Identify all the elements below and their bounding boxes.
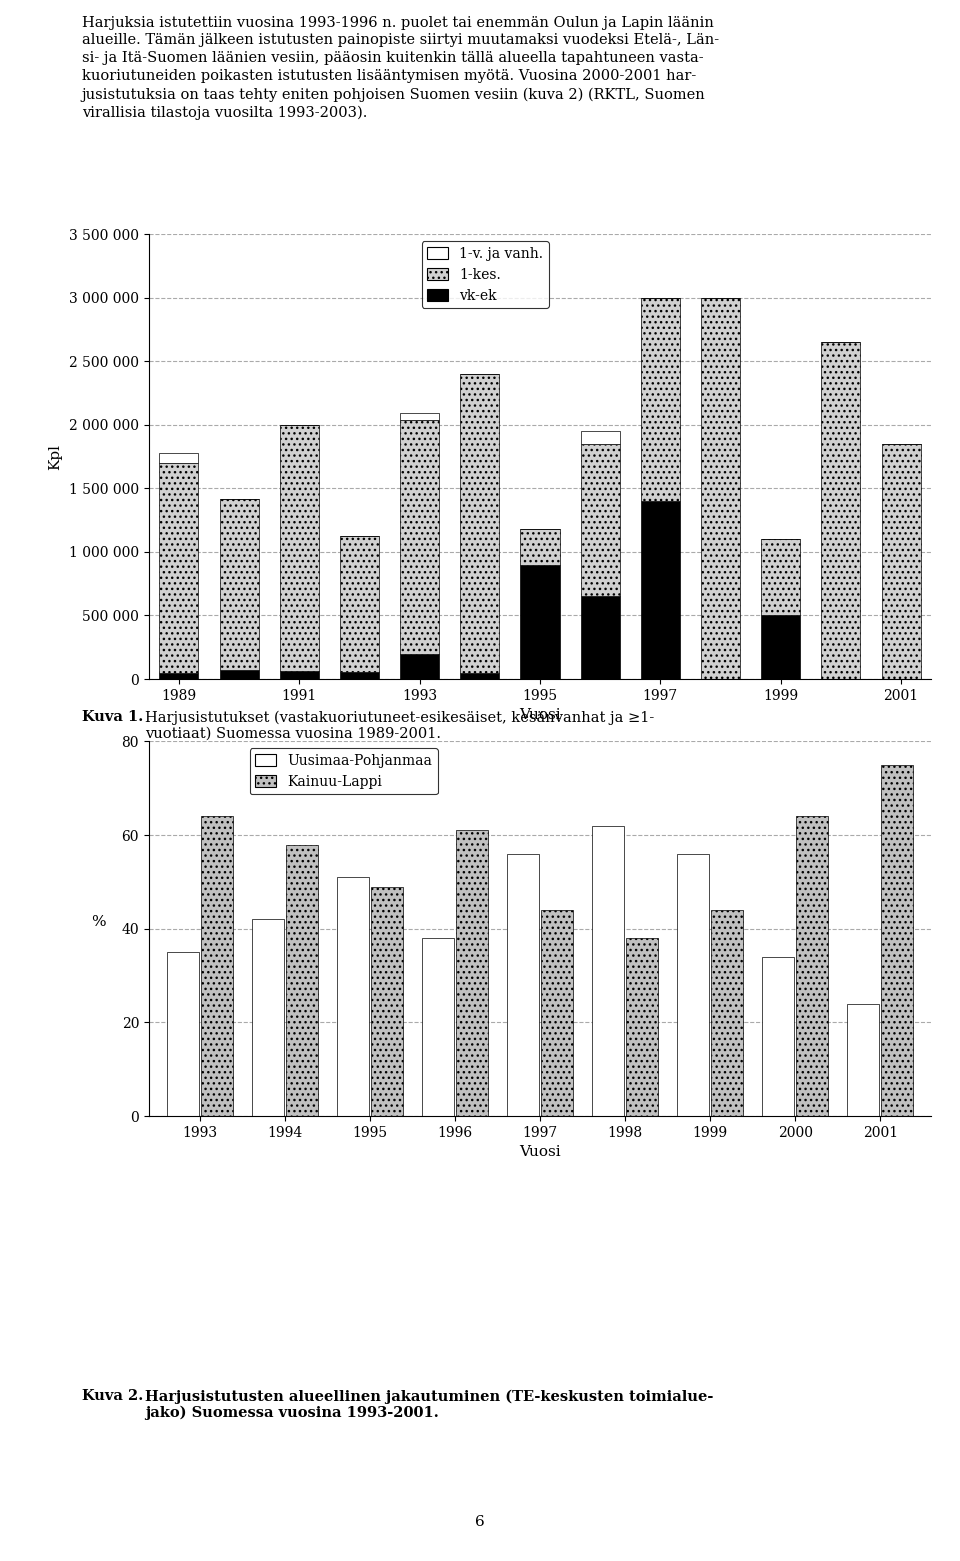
Bar xyxy=(400,654,439,679)
Bar xyxy=(761,615,801,679)
Bar xyxy=(581,443,620,596)
Bar xyxy=(711,910,743,1116)
Text: Kuva 2.: Kuva 2. xyxy=(82,1389,148,1403)
Bar xyxy=(201,816,233,1116)
Bar xyxy=(460,375,499,673)
Bar xyxy=(761,539,801,615)
Bar xyxy=(159,464,199,673)
Bar xyxy=(881,443,921,679)
Bar xyxy=(520,565,560,679)
X-axis label: Vuosi: Vuosi xyxy=(519,709,561,723)
Text: Harjusistutukset (vastakuoriutuneet-esikesäiset, kesänvanhat ja ≥1-
vuotiaat) Su: Harjusistutukset (vastakuoriutuneet-esik… xyxy=(145,710,655,741)
Bar xyxy=(340,535,379,673)
Bar xyxy=(340,673,379,679)
X-axis label: Vuosi: Vuosi xyxy=(519,1146,561,1160)
Bar xyxy=(762,957,794,1116)
Bar xyxy=(847,1004,879,1116)
Bar xyxy=(279,425,319,671)
Bar xyxy=(400,414,439,420)
Bar xyxy=(456,830,488,1116)
Bar xyxy=(626,938,659,1116)
Bar xyxy=(286,845,318,1116)
Bar xyxy=(581,596,620,679)
Bar xyxy=(252,919,284,1116)
Text: 6: 6 xyxy=(475,1516,485,1528)
Bar xyxy=(460,673,499,679)
Bar xyxy=(677,854,709,1116)
Bar xyxy=(581,431,620,443)
Bar xyxy=(641,501,680,679)
Bar xyxy=(220,670,258,679)
Legend: Uusimaa-Pohjanmaa, Kainuu-Lappi: Uusimaa-Pohjanmaa, Kainuu-Lappi xyxy=(250,748,438,795)
Bar xyxy=(540,910,573,1116)
Y-axis label: %: % xyxy=(90,915,106,929)
Bar xyxy=(701,298,740,679)
Bar xyxy=(279,671,319,679)
Bar xyxy=(421,938,454,1116)
Bar xyxy=(159,453,199,464)
Bar xyxy=(371,887,403,1116)
Bar xyxy=(337,877,369,1116)
Text: Harjuksia istutettiin vuosina 1993-1996 n. puolet tai enemmän Oulun ja Lapin lää: Harjuksia istutettiin vuosina 1993-1996 … xyxy=(82,16,719,120)
Bar xyxy=(881,765,913,1116)
Y-axis label: Kpl: Kpl xyxy=(48,443,62,470)
Bar xyxy=(520,529,560,565)
Legend: 1-v. ja vanh., 1-kes., vk-ek: 1-v. ja vanh., 1-kes., vk-ek xyxy=(421,240,549,308)
Bar xyxy=(796,816,828,1116)
Bar xyxy=(220,498,258,670)
Bar xyxy=(507,854,540,1116)
Bar xyxy=(159,673,199,679)
Text: Harjusistutusten alueellinen jakautuminen (TE-keskusten toimialue-
jako) Suomess: Harjusistutusten alueellinen jakautumine… xyxy=(145,1389,713,1421)
Bar xyxy=(592,826,624,1116)
Bar xyxy=(400,420,439,654)
Text: Kuva 1.: Kuva 1. xyxy=(82,710,148,724)
Bar xyxy=(167,952,199,1116)
Bar xyxy=(641,298,680,501)
Bar xyxy=(822,342,860,679)
